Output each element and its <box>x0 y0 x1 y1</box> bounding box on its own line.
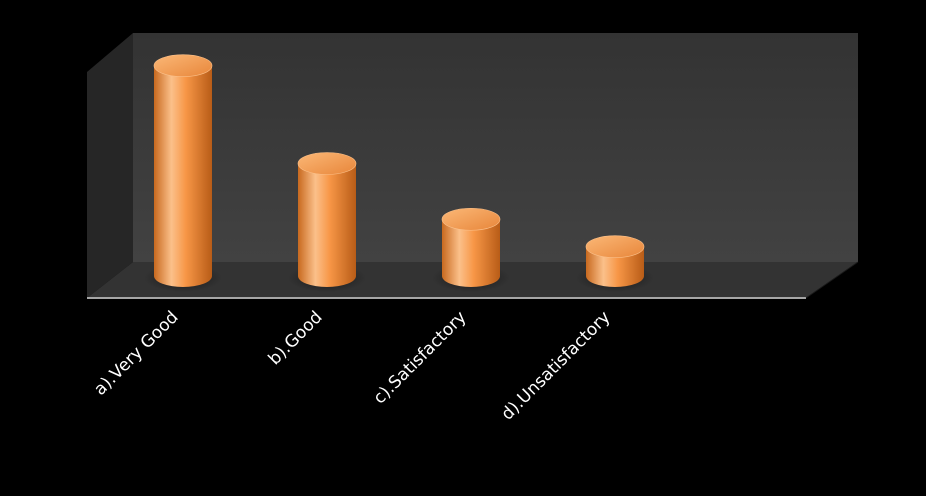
bar-body <box>442 219 500 287</box>
bar-1 <box>144 54 222 292</box>
floor-right-edge <box>805 261 859 299</box>
bar-top <box>585 235 645 258</box>
category-label: b).Good <box>265 307 327 369</box>
category-label: a).Very Good <box>90 307 182 399</box>
bar-2 <box>288 152 366 292</box>
bar-3 <box>432 207 510 292</box>
bar-top <box>297 152 357 175</box>
bar-top <box>153 54 213 77</box>
side-wall <box>87 33 133 298</box>
category-label: d).Unsatisfactory <box>498 307 615 424</box>
bar-4 <box>576 235 654 292</box>
bar-body <box>586 246 644 287</box>
category-label: c).Satisfactory <box>370 307 471 408</box>
bar-top <box>441 207 501 231</box>
bars-layer <box>144 54 654 292</box>
bar-body <box>154 65 212 287</box>
bar-body <box>298 163 356 287</box>
category-labels: a).Very Good b).Good c).Satisfactory d).Uns… <box>90 307 614 424</box>
